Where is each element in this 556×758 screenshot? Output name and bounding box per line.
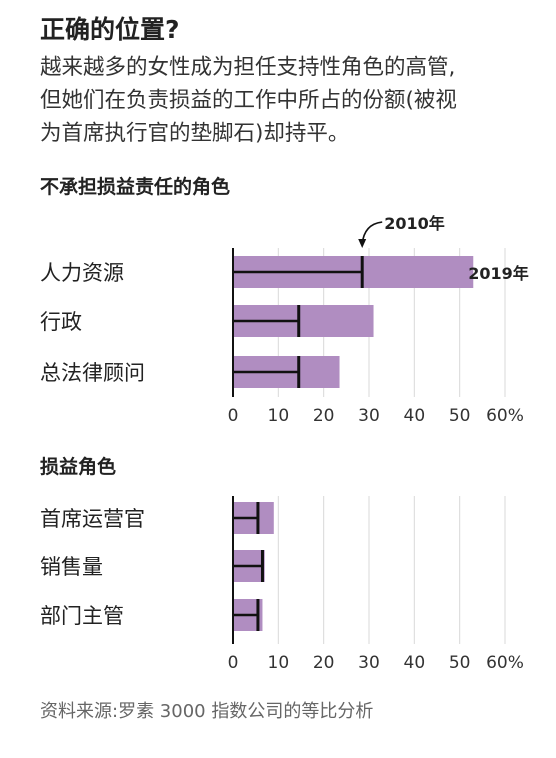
x-tick-label: 50 xyxy=(449,406,471,426)
subtitle-line: 为首席执行官的垫脚石)却持平。 xyxy=(40,121,350,146)
category-label: 部门主管 xyxy=(40,604,124,628)
x-tick-label: 40 xyxy=(404,406,426,426)
x-tick-label: 60% xyxy=(486,653,524,673)
x-tick-label: 0 xyxy=(228,653,239,673)
x-tick-label: 60% xyxy=(486,406,524,426)
x-tick-label: 20 xyxy=(313,406,335,426)
category-label: 行政 xyxy=(40,310,82,334)
page-subtitle: 越来越多的女性成为担任支持性角色的高管, 但她们在负责损益的工作中所占的份额(被… xyxy=(40,51,530,150)
x-tick-label: 30 xyxy=(358,406,380,426)
x-tick-label: 30 xyxy=(358,653,380,673)
arrow-head xyxy=(358,239,367,248)
x-tick-label: 50 xyxy=(449,653,471,673)
subtitle-line: 但她们在负责损益的工作中所占的份额(被视 xyxy=(40,88,457,113)
category-label: 总法律顾问 xyxy=(40,361,145,385)
x-tick-label: 10 xyxy=(268,406,290,426)
panel-title: 损益角色 xyxy=(40,455,116,478)
category-label: 销售量 xyxy=(40,555,103,579)
x-tick-label: 0 xyxy=(228,406,239,426)
x-tick-label: 10 xyxy=(268,653,290,673)
page-title: 正确的位置? xyxy=(40,15,180,44)
category-label: 首席运营官 xyxy=(40,507,145,531)
panel-title: 不承担损益责任的角色 xyxy=(40,175,230,198)
x-tick-label: 20 xyxy=(313,653,335,673)
annotation-2019-label: 2019年 xyxy=(468,264,529,283)
x-tick-label: 40 xyxy=(404,653,426,673)
subtitle-line: 越来越多的女性成为担任支持性角色的高管, xyxy=(40,55,456,80)
annotation-2010-label: 2010年 xyxy=(384,214,445,233)
source-note: 资料来源:罗素 3000 指数公司的等比分析 xyxy=(40,701,374,722)
category-label: 人力资源 xyxy=(40,261,124,285)
